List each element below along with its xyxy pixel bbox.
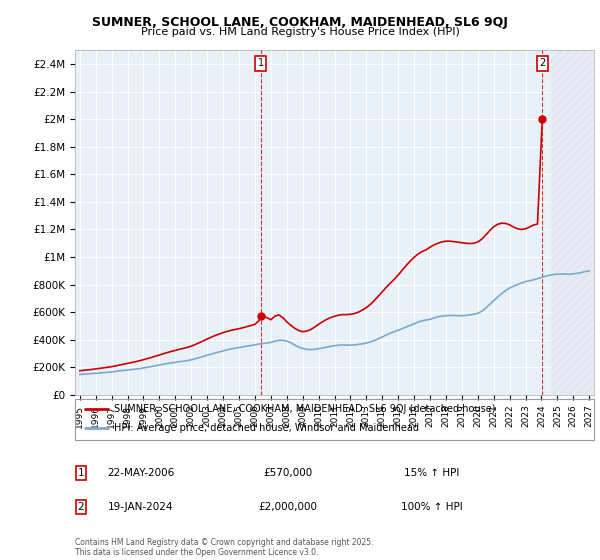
Text: £2,000,000: £2,000,000	[259, 502, 317, 512]
Bar	[551, 50, 594, 395]
Text: 1: 1	[258, 58, 264, 68]
Text: 2: 2	[77, 502, 85, 512]
Text: HPI: Average price, detached house, Windsor and Maidenhead: HPI: Average price, detached house, Wind…	[114, 423, 419, 433]
Text: £570,000: £570,000	[263, 468, 313, 478]
Text: 1: 1	[77, 468, 85, 478]
Text: Price paid vs. HM Land Registry's House Price Index (HPI): Price paid vs. HM Land Registry's House …	[140, 27, 460, 37]
Text: 22-MAY-2006: 22-MAY-2006	[107, 468, 175, 478]
Text: SUMNER, SCHOOL LANE, COOKHAM, MAIDENHEAD, SL6 9QJ: SUMNER, SCHOOL LANE, COOKHAM, MAIDENHEAD…	[92, 16, 508, 29]
Text: 2: 2	[539, 58, 545, 68]
Text: 19-JAN-2024: 19-JAN-2024	[108, 502, 174, 512]
Text: Contains HM Land Registry data © Crown copyright and database right 2025.
This d: Contains HM Land Registry data © Crown c…	[75, 538, 373, 557]
Text: 15% ↑ HPI: 15% ↑ HPI	[404, 468, 460, 478]
Bar	[551, 50, 594, 395]
Text: SUMNER, SCHOOL LANE, COOKHAM, MAIDENHEAD, SL6 9QJ (detached house): SUMNER, SCHOOL LANE, COOKHAM, MAIDENHEAD…	[114, 404, 496, 414]
Text: 100% ↑ HPI: 100% ↑ HPI	[401, 502, 463, 512]
